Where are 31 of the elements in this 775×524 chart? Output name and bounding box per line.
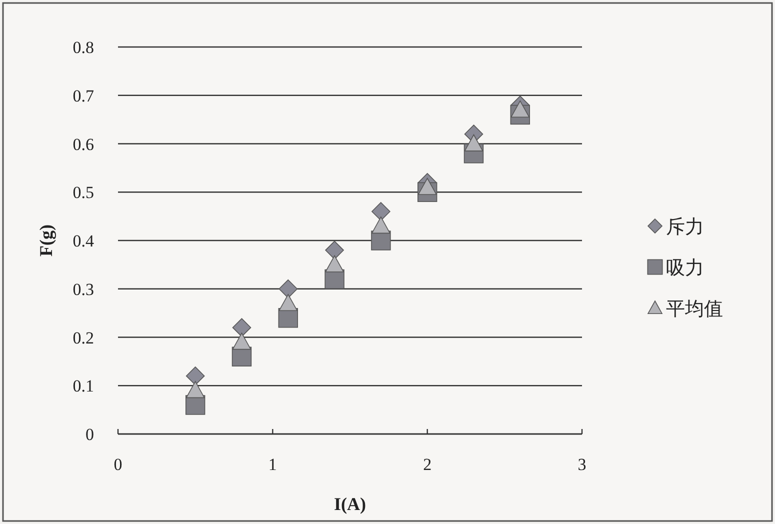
y-tick-label: 0.4 — [72, 232, 94, 250]
point — [186, 381, 205, 398]
legend-label: 吸力 — [666, 257, 704, 279]
y-axis-title: F(g) — [36, 224, 56, 256]
point — [325, 240, 344, 260]
point — [186, 366, 205, 386]
point — [510, 100, 530, 118]
legend-label: 斥力 — [666, 216, 704, 238]
y-tick-label: 0.1 — [72, 376, 94, 396]
point — [372, 216, 390, 234]
x-tick-label: 0 — [114, 455, 122, 474]
y-tick-label: 0.7 — [72, 86, 94, 106]
point — [325, 255, 344, 272]
x-tick-label: 1 — [268, 455, 277, 474]
y-tick-label: 0.5 — [72, 183, 94, 202]
y-tick-label: 0.6 — [72, 134, 94, 154]
point — [232, 318, 252, 337]
x-tick-label: 2 — [423, 455, 432, 474]
y-tick-label: 0.2 — [72, 328, 94, 348]
point — [372, 202, 390, 221]
y-tick-label: 0 — [86, 425, 94, 444]
legend-label: 平均值 — [666, 298, 723, 320]
x-axis-title: I(A) — [334, 494, 366, 514]
y-tick-label: 0.8 — [72, 38, 94, 57]
point — [232, 332, 252, 350]
point — [418, 178, 437, 195]
x-tick-label: 3 — [578, 455, 586, 474]
point — [278, 294, 298, 311]
point — [278, 279, 298, 298]
point — [464, 134, 484, 152]
y-tick-label: 0.3 — [72, 280, 94, 299]
